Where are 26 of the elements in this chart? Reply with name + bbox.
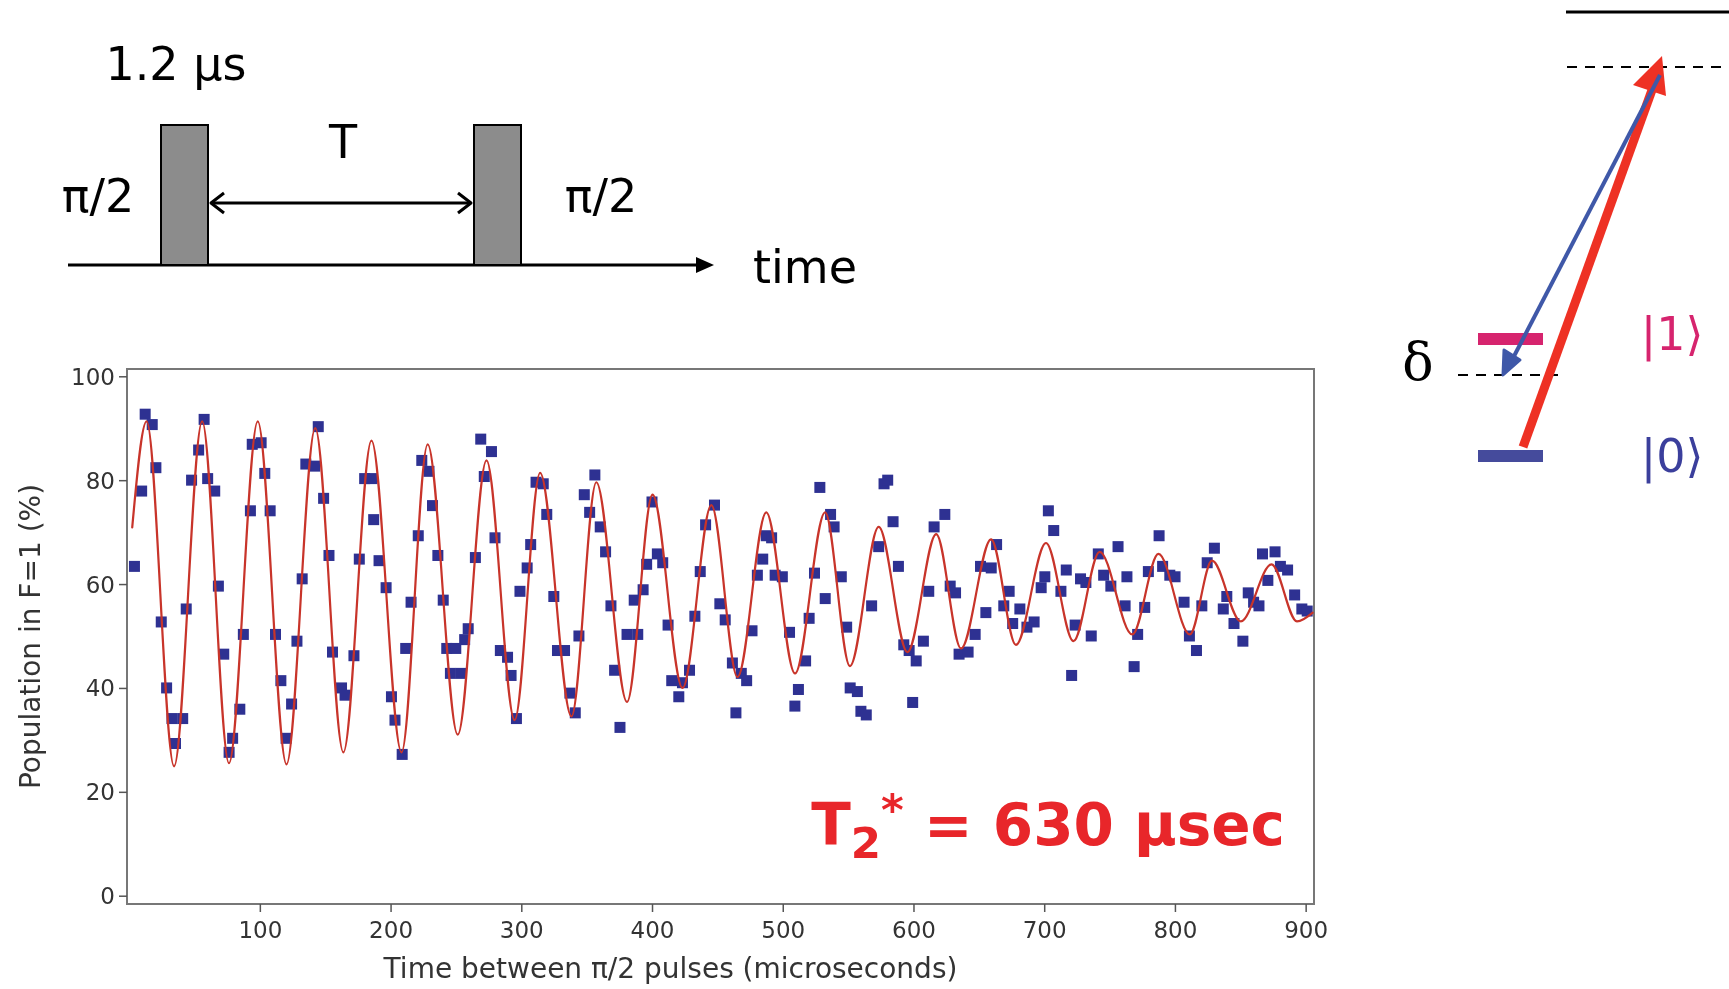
text: time [753,240,857,294]
text: |1⟩ [1640,307,1704,362]
y-tick-label: 60 [85,571,115,598]
text: π/2 [61,169,135,223]
text: δ [1402,332,1434,392]
x-tick-label: 500 [761,917,806,943]
x-tick-label: 300 [499,917,544,943]
y-tick-label: 80 [85,467,115,494]
y-axis-title: Population in F=1 (%) [14,483,47,790]
x-tick-label: 900 [1284,917,1329,943]
x-axis-title: Time between π/2 pulses (microseconds) [382,952,958,985]
x-tick-label: 400 [630,917,675,943]
y-tick-label: 0 [100,883,115,910]
x-tick-label: 600 [892,917,936,943]
x-tick-label: 800 [1153,917,1198,943]
text: |0⟩ [1640,429,1704,484]
y-tick-label: 20 [85,779,115,806]
text: 1.2 μs [105,37,247,91]
text: T [327,115,358,169]
y-tick-label: 100 [71,363,115,390]
y-tick-label: 40 [85,675,115,702]
annotation: T$_{2}$$^{*}$ = 630 μsec [811,785,1285,869]
x-tick-label: 700 [1022,917,1067,943]
x-tick-label: 200 [369,917,414,943]
text: π/2 [564,169,638,223]
x-tick-label: 100 [238,917,283,943]
